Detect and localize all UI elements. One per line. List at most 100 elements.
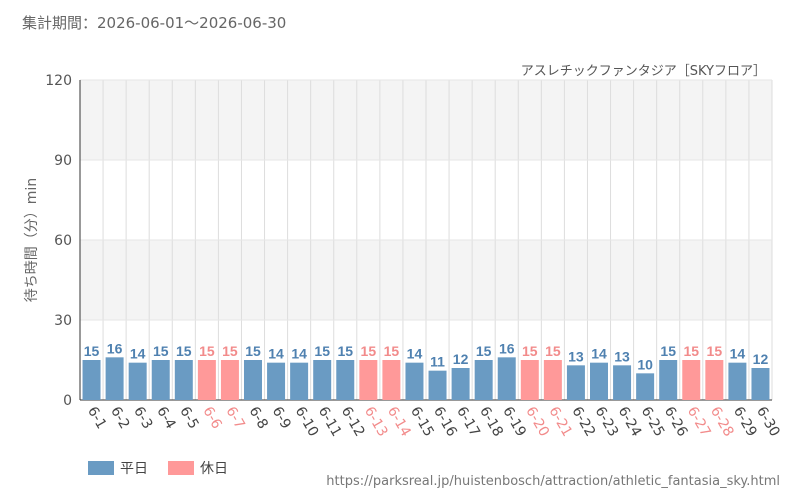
bar-6-9 <box>267 362 286 400</box>
bar-6-30 <box>751 368 770 400</box>
x-tick-label-6-3: 6-3 <box>130 404 155 432</box>
data-label-6-21: 15 <box>545 343 561 359</box>
legend: 平日 休日 <box>88 458 228 478</box>
x-tick-label-6-19: 6-19 <box>499 404 529 440</box>
legend-swatch-holiday <box>168 461 194 475</box>
legend-item-holiday: 休日 <box>168 458 228 478</box>
data-label-6-22: 13 <box>568 348 584 364</box>
bar-6-28 <box>705 360 724 400</box>
bar-6-27 <box>682 360 701 400</box>
data-label-6-1: 15 <box>84 343 100 359</box>
bar-6-22 <box>566 365 585 400</box>
data-label-6-13: 15 <box>361 343 377 359</box>
data-label-6-18: 15 <box>476 343 492 359</box>
data-label-6-5: 15 <box>176 343 192 359</box>
data-label-6-27: 15 <box>683 343 699 359</box>
x-tick-label-6-12: 6-12 <box>338 404 368 440</box>
bar-6-17 <box>451 368 470 400</box>
data-label-6-19: 16 <box>499 340 515 356</box>
x-tick-label-6-7: 6-7 <box>222 404 247 432</box>
bar-6-16 <box>428 370 447 400</box>
data-label-6-29: 14 <box>730 346 746 362</box>
x-tick-label-6-28: 6-28 <box>707 404 737 440</box>
data-label-6-30: 12 <box>753 351 769 367</box>
source-url: https://parksreal.jp/huistenbosch/attrac… <box>326 474 780 489</box>
legend-label-holiday: 休日 <box>200 461 228 477</box>
y-tick-label: 90 <box>54 153 72 169</box>
bar-6-6 <box>197 360 216 400</box>
data-label-6-12: 15 <box>337 343 353 359</box>
x-tick-label-6-1: 6-1 <box>84 404 109 432</box>
bar-6-26 <box>659 360 678 400</box>
x-tick-label-6-5: 6-5 <box>176 404 201 432</box>
data-label-6-23: 14 <box>591 346 607 362</box>
bar-6-19 <box>497 357 516 400</box>
x-tick-label-6-21: 6-21 <box>545 404 575 440</box>
data-label-6-26: 15 <box>660 343 676 359</box>
y-tick-label: 120 <box>45 73 72 89</box>
x-tick-label-6-27: 6-27 <box>684 404 714 440</box>
bar-6-2 <box>105 357 124 400</box>
x-tick-label-6-25: 6-25 <box>638 404 668 440</box>
bar-6-14 <box>382 360 401 400</box>
x-tick-label-6-2: 6-2 <box>107 404 132 432</box>
data-label-6-24: 13 <box>614 348 630 364</box>
x-tick-label-6-10: 6-10 <box>292 404 322 440</box>
legend-label-weekday: 平日 <box>120 461 148 477</box>
x-tick-label-6-15: 6-15 <box>407 404 437 440</box>
bar-6-3 <box>128 362 147 400</box>
bar-6-10 <box>290 362 309 400</box>
bar-6-5 <box>174 360 193 400</box>
data-label-6-10: 14 <box>291 346 307 362</box>
bar-6-1 <box>82 360 101 400</box>
x-tick-label-6-22: 6-22 <box>568 404 598 440</box>
data-label-6-20: 15 <box>522 343 538 359</box>
y-tick-label: 0 <box>63 393 72 409</box>
bar-6-25 <box>636 373 655 400</box>
x-tick-label-6-24: 6-24 <box>615 404 645 440</box>
x-tick-label-6-17: 6-17 <box>453 404 483 440</box>
legend-swatch-weekday <box>88 461 114 475</box>
bar-6-12 <box>336 360 355 400</box>
period-label: 集計期間：2026-06-01～2026-06-30 <box>22 14 287 32</box>
x-tick-label-6-29: 6-29 <box>730 404 760 440</box>
data-label-6-16: 11 <box>430 354 445 370</box>
bar-6-18 <box>474 360 493 400</box>
data-label-6-14: 15 <box>384 343 400 359</box>
x-tick-label-6-30: 6-30 <box>753 404 783 440</box>
data-label-6-4: 15 <box>153 343 169 359</box>
bar-6-29 <box>728 362 747 400</box>
bar-6-11 <box>313 360 332 400</box>
data-label-6-3: 14 <box>130 346 146 362</box>
data-label-6-11: 15 <box>314 343 330 359</box>
y-tick-label: 60 <box>54 233 72 249</box>
x-tick-label-6-11: 6-11 <box>315 404 345 440</box>
data-label-6-8: 15 <box>245 343 261 359</box>
attraction-name: アスレチックファンタジア［SKYフロア］ <box>520 64 766 79</box>
bar-6-20 <box>520 360 539 400</box>
bar-6-21 <box>543 360 562 400</box>
data-label-6-25: 10 <box>637 356 653 372</box>
data-label-6-28: 15 <box>707 343 723 359</box>
x-tick-label-6-4: 6-4 <box>153 404 178 432</box>
y-tick-label: 30 <box>54 313 72 329</box>
bar-6-13 <box>359 360 378 400</box>
x-tick-label-6-16: 6-16 <box>430 404 460 440</box>
x-tick-label-6-20: 6-20 <box>522 404 552 440</box>
x-tick-label-6-14: 6-14 <box>384 404 414 440</box>
data-label-6-17: 12 <box>453 351 469 367</box>
bar-6-7 <box>220 360 239 400</box>
bar-6-24 <box>613 365 632 400</box>
legend-item-weekday: 平日 <box>88 458 148 478</box>
x-tick-label-6-8: 6-8 <box>246 404 271 432</box>
x-tick-label-6-13: 6-13 <box>361 404 391 440</box>
bar-6-4 <box>151 360 170 400</box>
bar-6-15 <box>405 362 424 400</box>
data-label-6-6: 15 <box>199 343 215 359</box>
data-label-6-9: 14 <box>268 346 284 362</box>
bar-6-8 <box>244 360 262 400</box>
bar-6-23 <box>590 362 608 400</box>
y-axis-title: 待ち時間（分）min <box>24 178 40 302</box>
x-tick-label-6-6: 6-6 <box>199 404 224 432</box>
